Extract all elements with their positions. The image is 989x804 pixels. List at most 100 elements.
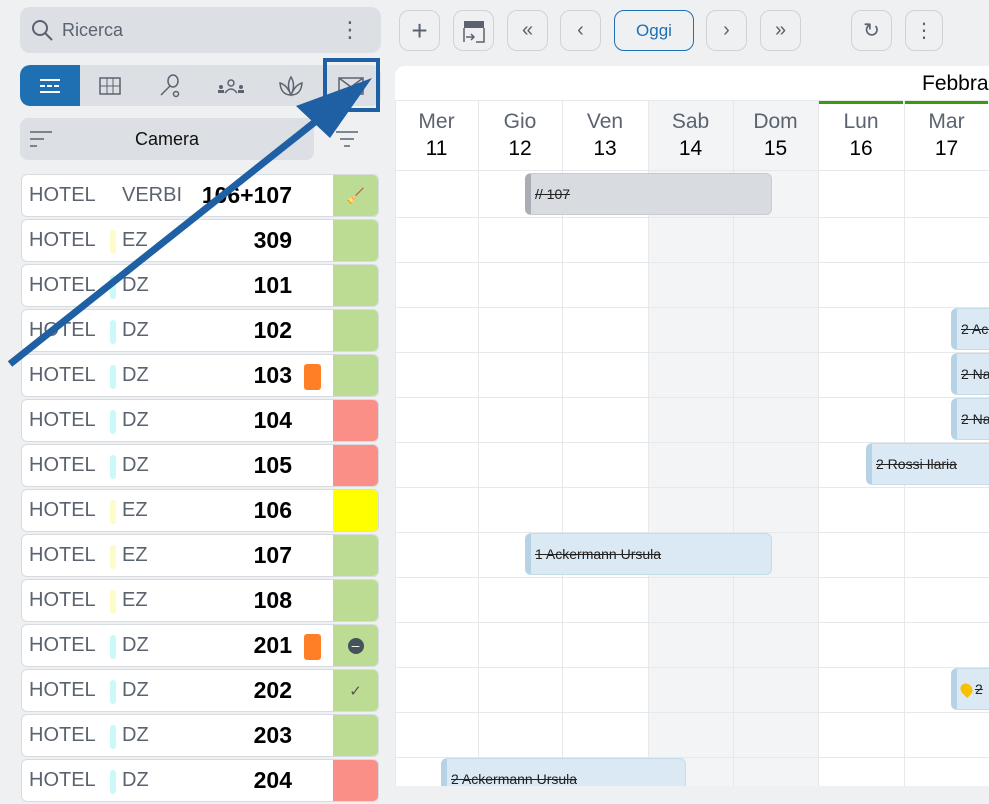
room-type: DZ <box>122 679 149 701</box>
view-tabs <box>20 65 381 106</box>
weekday: Lun <box>843 110 879 133</box>
day-header[interactable]: Mer 11 <box>395 100 478 170</box>
booking[interactable]: 2 Na <box>951 398 989 440</box>
room-type-color <box>110 230 116 254</box>
day-column <box>562 100 648 786</box>
hotel-label: HOTEL <box>29 499 96 521</box>
booking[interactable]: 2 Na <box>951 353 989 395</box>
room-number: 104 <box>253 407 292 433</box>
tab-spa[interactable] <box>261 65 321 106</box>
search-input[interactable] <box>62 19 322 41</box>
room-tag <box>304 364 321 390</box>
booking-label: // 107 <box>535 186 571 202</box>
room-status[interactable] <box>333 310 378 351</box>
day-header[interactable]: Ven 13 <box>562 100 648 170</box>
group-icon <box>217 78 244 93</box>
more-options-icon[interactable]: ⋮ <box>339 17 361 42</box>
booking-label: 2 Ach <box>961 321 989 337</box>
room-row[interactable]: HOTEL DZ 203 <box>21 714 379 757</box>
room-type-color <box>110 590 116 614</box>
booking[interactable]: 1 Ackermann Ursula <box>525 533 772 575</box>
room-row[interactable]: HOTEL EZ 309 <box>21 219 379 262</box>
day-number: 17 <box>934 137 959 160</box>
booking[interactable]: 2 Ach <box>951 308 989 350</box>
room-row[interactable]: HOTEL DZ 202 ✓ <box>21 669 379 712</box>
divider <box>395 100 989 101</box>
day-header[interactable]: Mar 17 <box>904 100 989 170</box>
room-number: 107 <box>253 542 292 568</box>
tab-timeline[interactable] <box>20 65 81 106</box>
room-number: 309 <box>253 227 292 253</box>
today-button[interactable]: Oggi <box>614 10 694 51</box>
room-status[interactable] <box>333 400 378 441</box>
mail-highlight-box <box>323 58 380 112</box>
day-header[interactable]: Gio 12 <box>478 100 562 170</box>
room-row[interactable]: HOTEL EZ 107 <box>21 534 379 577</box>
room-status[interactable]: – <box>333 625 378 666</box>
room-number: 203 <box>253 722 292 748</box>
room-type: DZ <box>122 364 149 386</box>
hotel-label: HOTEL <box>29 634 96 656</box>
booking-label: 2 Na <box>961 366 989 382</box>
room-row[interactable]: HOTEL DZ 101 <box>21 264 379 307</box>
room-status[interactable] <box>333 220 378 261</box>
room-status[interactable] <box>333 265 378 306</box>
room-status[interactable] <box>333 535 378 576</box>
goto-date-button[interactable] <box>453 10 494 51</box>
tennis-icon <box>160 73 180 97</box>
room-type: DZ <box>122 274 149 296</box>
weekday: Gio <box>503 110 537 133</box>
booking[interactable]: 2 Rossi Ilaria <box>866 443 989 485</box>
current-week-marker <box>819 100 903 104</box>
tab-groups[interactable] <box>201 65 261 106</box>
booking[interactable]: // 107 <box>525 173 772 215</box>
room-row[interactable]: HOTEL DZ 201 – <box>21 624 379 667</box>
day-header[interactable]: Dom 15 <box>733 100 818 170</box>
more-button[interactable]: ⋮ <box>905 10 943 51</box>
day-column <box>733 100 818 786</box>
room-status[interactable] <box>333 355 378 396</box>
room-row[interactable]: HOTEL EZ 106 <box>21 489 379 532</box>
next-fast-button[interactable]: » <box>760 10 801 51</box>
refresh-button[interactable]: ↻ <box>851 10 892 51</box>
room-type: DZ <box>122 319 149 341</box>
room-status[interactable] <box>333 580 378 621</box>
previous-button[interactable]: ‹ <box>560 10 601 51</box>
room-status[interactable] <box>333 490 378 531</box>
room-status[interactable] <box>333 715 378 756</box>
row-divider <box>395 757 989 758</box>
room-row[interactable]: HOTEL DZ 105 <box>21 444 379 487</box>
hotel-label: HOTEL <box>29 724 96 746</box>
booking-label: 2 Rossi Ilaria <box>876 456 957 472</box>
tab-grid[interactable] <box>80 65 140 106</box>
room-type-color <box>110 725 116 749</box>
tab-tennis[interactable] <box>140 65 200 106</box>
next-button[interactable]: › <box>706 10 747 51</box>
day-header[interactable]: Lun 16 <box>818 100 904 170</box>
room-row[interactable]: HOTEL EZ 108 <box>21 579 379 622</box>
filter-icon[interactable] <box>336 130 358 148</box>
sort-selector[interactable]: Camera <box>20 118 314 160</box>
plus-icon: + <box>411 14 428 46</box>
check-icon: ✓ <box>349 682 362 700</box>
previous-fast-button[interactable]: « <box>507 10 548 51</box>
room-status[interactable]: 🧹 <box>333 175 378 216</box>
room-row[interactable]: HOTEL DZ 104 <box>21 399 379 442</box>
hotel-label: HOTEL <box>29 184 96 206</box>
row-divider <box>395 352 989 353</box>
room-status[interactable]: ✓ <box>333 670 378 711</box>
booking[interactable]: 2 <box>951 668 989 710</box>
day-number: 14 <box>678 137 703 160</box>
room-type: EZ <box>122 544 148 566</box>
search-bar[interactable]: ⋮ <box>20 7 381 53</box>
room-type-color <box>110 320 116 344</box>
weekday: Mer <box>418 110 455 133</box>
hotel-label: HOTEL <box>29 544 96 566</box>
room-status[interactable] <box>333 445 378 486</box>
room-row[interactable]: HOTEL DZ 103 <box>21 354 379 397</box>
hotel-label: HOTEL <box>29 589 96 611</box>
add-button[interactable]: + <box>399 10 440 51</box>
hotel-label: HOTEL <box>29 679 96 701</box>
day-header[interactable]: Sab 14 <box>648 100 733 170</box>
broom-icon: 🧹 <box>346 187 365 205</box>
